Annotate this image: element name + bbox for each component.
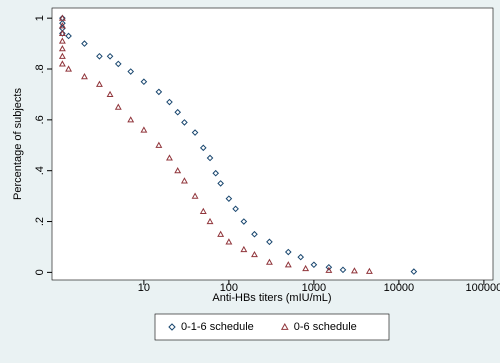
data-point: [240, 218, 248, 225]
data-point: [114, 103, 122, 110]
y-tick-label: .6: [34, 115, 46, 124]
data-point: [191, 192, 199, 199]
data-point: [284, 261, 292, 268]
data-point: [174, 167, 182, 174]
data-point: [81, 40, 88, 47]
data-point: [266, 238, 273, 246]
legend-marker: [168, 323, 176, 331]
data-point: [127, 68, 135, 75]
y-tick-label: .4: [34, 166, 46, 175]
y-tick-label: 1: [34, 15, 46, 21]
y-tick-label: 0: [34, 269, 46, 275]
data-point: [166, 98, 173, 106]
data-point: [206, 154, 214, 162]
data-point: [325, 266, 333, 273]
data-point: [180, 177, 188, 184]
x-tick-label: 10000: [384, 282, 415, 294]
data-point: [225, 238, 233, 245]
data-point: [58, 37, 66, 44]
data-point: [140, 78, 148, 86]
legend-label: 0-1-6 schedule: [181, 321, 254, 333]
data-point: [217, 230, 225, 237]
data-point: [96, 52, 103, 60]
x-tick-label: 10: [138, 282, 150, 294]
data-point: [225, 195, 233, 202]
data-point: [65, 32, 72, 40]
data-point: [217, 180, 224, 187]
legend-marker: [280, 322, 289, 330]
data-point: [58, 22, 66, 29]
data-point: [339, 266, 347, 274]
data-point: [174, 108, 182, 116]
data-point: [106, 52, 114, 60]
data-point: [155, 141, 163, 148]
data-point: [199, 144, 207, 152]
data-point: [155, 88, 163, 96]
data-point: [212, 169, 220, 177]
data-point: [140, 126, 148, 133]
data-point: [127, 116, 135, 123]
data-point: [310, 261, 318, 269]
data-point: [181, 119, 188, 126]
data-point: [58, 29, 66, 37]
plot-area: [51, 7, 494, 281]
data-point: [410, 268, 418, 275]
data-point: [191, 129, 199, 136]
data-point: [81, 73, 88, 80]
data-point: [114, 60, 122, 68]
data-point: [251, 250, 258, 258]
data-point: [232, 205, 239, 213]
legend-label: 0-6 schedule: [294, 321, 357, 333]
data-point: [265, 258, 273, 265]
x-tick-label: 100: [220, 282, 238, 294]
y-tick-label: .2: [34, 217, 46, 226]
data-point: [325, 263, 333, 271]
data-point: [297, 253, 305, 261]
x-axis-title: Anti-HBs titers (mIU/mL): [212, 292, 331, 304]
data-point: [59, 30, 66, 37]
data-point: [58, 45, 66, 52]
data-point: [58, 14, 66, 21]
data-point: [206, 217, 214, 225]
data-point: [199, 207, 207, 214]
legend-box: [154, 313, 390, 341]
data-point: [240, 245, 248, 253]
y-tick-label: .8: [34, 64, 46, 73]
data-point: [58, 60, 66, 67]
x-tick-label: 100000: [466, 282, 500, 294]
data-point: [302, 264, 310, 272]
x-tick-label: 1000: [302, 282, 326, 294]
data-point: [58, 52, 66, 59]
data-point: [65, 65, 73, 72]
data-point: [106, 90, 114, 98]
y-axis-title: Percentage of subjects: [12, 88, 24, 200]
data-point: [284, 248, 292, 256]
data-point: [365, 267, 373, 274]
data-point: [95, 80, 103, 87]
data-point: [166, 154, 173, 161]
data-point: [251, 230, 258, 238]
data-point: [350, 267, 358, 274]
